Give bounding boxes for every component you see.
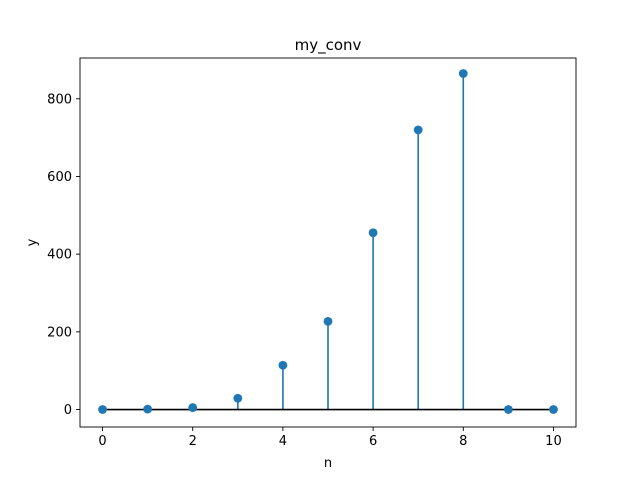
stem-marker-10	[549, 405, 558, 414]
x-tick-label-8: 8	[459, 434, 467, 449]
y-tick-label-0: 0	[64, 403, 72, 418]
stem-marker-2	[188, 403, 198, 412]
plot-frame	[79, 57, 577, 428]
x-axis-label: n	[324, 456, 332, 471]
x-tick-label-4: 4	[279, 434, 287, 449]
stem-marker-0	[98, 405, 107, 414]
stem-marker-3	[233, 393, 243, 403]
x-tick-label-0: 0	[98, 434, 106, 449]
stem-marker-5	[323, 316, 333, 326]
x-tick-label-10: 10	[545, 434, 562, 449]
x-tick-label-2: 2	[189, 434, 197, 449]
x-tick-label-6: 6	[369, 434, 377, 449]
stem-marker-1	[143, 404, 153, 414]
y-tick-label-600: 600	[47, 170, 72, 185]
y-tick-label-400: 400	[47, 248, 72, 263]
stem-marker-9	[503, 405, 513, 414]
y-tick-label-200: 200	[47, 325, 72, 340]
chart-title: my_conv	[295, 36, 362, 55]
y-tick-label-800: 800	[47, 92, 72, 107]
stem-marker-4	[278, 360, 288, 370]
stem-marker-7	[413, 125, 423, 135]
y-axis-label: y	[25, 238, 40, 246]
stem-marker-6	[368, 228, 378, 238]
stem-marker-8	[458, 69, 468, 78]
